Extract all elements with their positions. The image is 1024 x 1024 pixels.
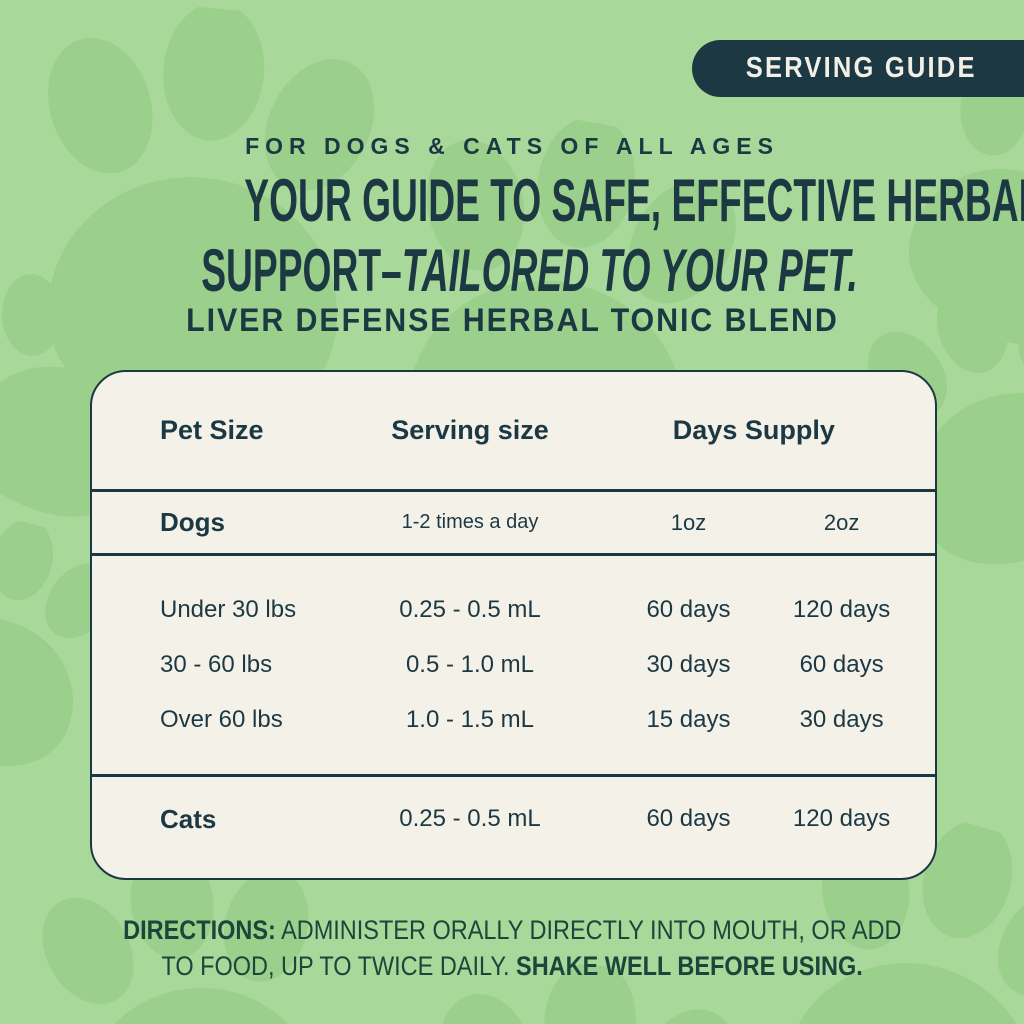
directions-label: DIRECTIONS: <box>122 915 276 945</box>
dogs-frequency: 1-2 times a day <box>401 511 539 533</box>
badge-label: SERVING GUIDE <box>745 52 977 84</box>
col-header-serving-size: Serving size <box>391 415 549 445</box>
shake-well-emphasis: SHAKE WELL BEFORE USING. <box>515 950 863 981</box>
eyebrow-text: FOR DOGS & CATS OF ALL AGES <box>245 133 779 159</box>
supply-1oz-cell: 15 days <box>646 706 731 733</box>
supply-1oz-cell: 30 days <box>646 651 731 678</box>
pet-size-cell: Over 60 lbs <box>160 706 283 733</box>
supply-2oz-cell: 60 days <box>799 651 884 678</box>
title-line-2-regular: SUPPORT– <box>201 237 402 305</box>
page-title: YOUR GUIDE TO SAFE, EFFECTIVE HERBAL SUP… <box>0 166 1024 306</box>
serving-size-cell: 0.5 - 1.0 mL <box>405 651 535 678</box>
serving-size-cell: 0.25 - 0.5 mL <box>399 596 541 623</box>
cats-section-row: Cats 0.25 - 0.5 mL 60 days 120 days <box>92 777 935 875</box>
supply-2oz-cell: 120 days <box>792 805 891 832</box>
serving-size-cell: 0.25 - 0.5 mL <box>399 805 541 832</box>
directions-line-1: DIRECTIONS: ADMINISTER ORALLY DIRECTLY I… <box>122 915 902 945</box>
table-row: 30 - 60 lbs 0.5 - 1.0 mL 30 days 60 days <box>92 638 935 693</box>
col-header-days-supply: Days Supply <box>672 415 835 445</box>
supply-2oz-cell: 30 days <box>799 706 884 733</box>
product-name-subtitle: LIVER DEFENSE HERBAL TONIC BLEND <box>185 302 839 338</box>
title-line-2-italic: TAILORED TO YOUR PET. <box>401 237 858 305</box>
title-line-2: SUPPORT–TAILORED TO YOUR PET. <box>0 236 1024 306</box>
serving-guide-badge: SERVING GUIDE <box>692 40 1024 97</box>
supply-2oz-cell: 120 days <box>792 596 891 623</box>
directions-line-2: TO FOOD, UP TO TWICE DAILY. SHAKE WELL B… <box>161 950 863 981</box>
pet-size-cell: 30 - 60 lbs <box>160 651 273 678</box>
col-header-pet-size: Pet Size <box>160 415 264 445</box>
table-row: Over 60 lbs 1.0 - 1.5 mL 15 days 30 days <box>92 693 935 748</box>
dogs-section-row: Dogs 1-2 times a day 1oz 2oz <box>92 492 935 556</box>
dogs-label: Dogs <box>160 507 225 537</box>
supply-size-2oz-header: 2oz <box>823 509 860 535</box>
serving-size-cell: 1.0 - 1.5 mL <box>405 706 535 733</box>
supply-size-1oz-header: 1oz <box>670 509 707 535</box>
supply-1oz-cell: 60 days <box>646 805 731 832</box>
dog-weight-rows-section: Under 30 lbs 0.25 - 0.5 mL 60 days 120 d… <box>92 556 935 777</box>
directions-text: DIRECTIONS: ADMINISTER ORALLY DIRECTLY I… <box>0 913 1024 984</box>
table-row: Under 30 lbs 0.25 - 0.5 mL 60 days 120 d… <box>92 583 935 638</box>
serving-table-card: Pet Size Serving size Days Supply Dogs 1… <box>90 370 937 880</box>
pet-size-cell: Under 30 lbs <box>160 596 297 623</box>
supply-1oz-cell: 60 days <box>646 596 731 623</box>
table-header-row: Pet Size Serving size Days Supply <box>92 372 935 492</box>
cats-label: Cats <box>160 803 217 834</box>
title-line-1: YOUR GUIDE TO SAFE, EFFECTIVE HERBAL <box>244 167 1024 234</box>
